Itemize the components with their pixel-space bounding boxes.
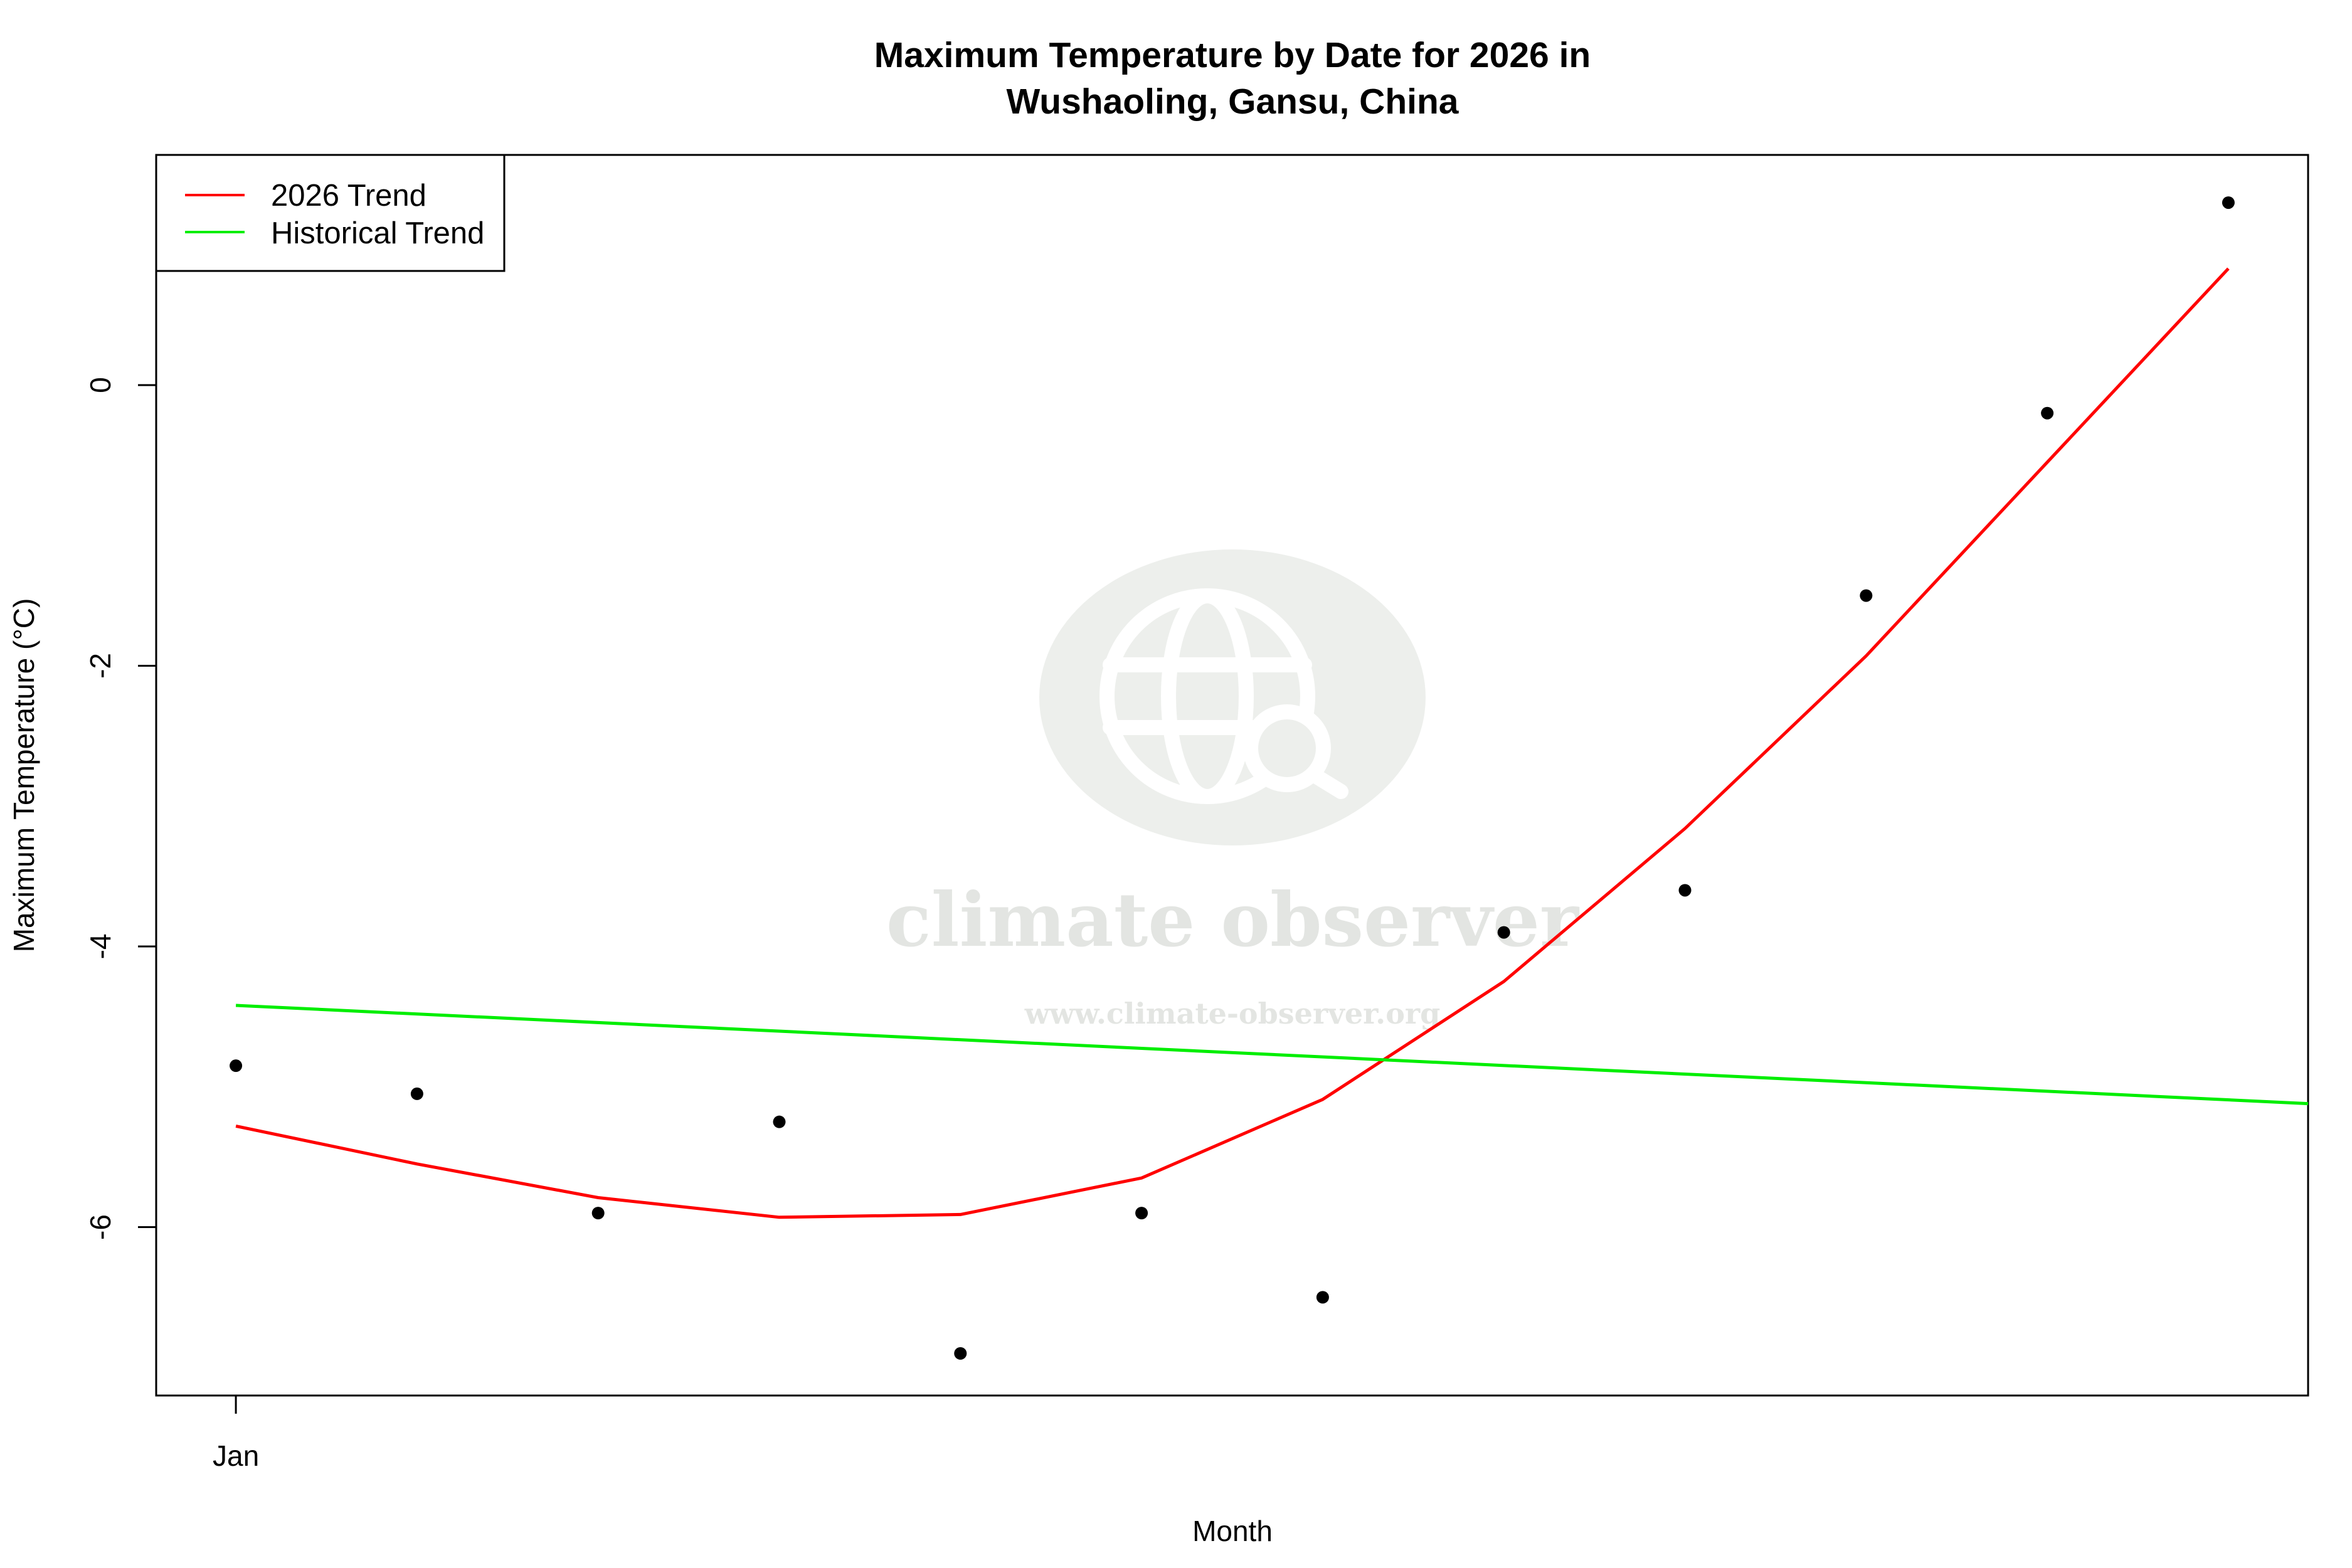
x-axis: Jan bbox=[213, 1396, 259, 1472]
data-point bbox=[1860, 589, 1873, 602]
y-tick-label: -2 bbox=[84, 653, 117, 679]
series-line-2026-trend bbox=[235, 267, 2230, 1219]
data-point bbox=[591, 1207, 605, 1220]
series-layer bbox=[235, 267, 2309, 1219]
data-point bbox=[1678, 884, 1692, 897]
x-tick-label: Jan bbox=[213, 1439, 259, 1472]
data-point bbox=[230, 1059, 243, 1073]
data-point bbox=[1316, 1291, 1329, 1304]
data-point bbox=[1135, 1207, 1148, 1220]
data-point bbox=[2041, 406, 2054, 420]
watermark: climate observer www.climate-observer.or… bbox=[886, 549, 1580, 1030]
legend-label-historical-trend: Historical Trend bbox=[271, 216, 484, 250]
watermark-name: climate observer bbox=[886, 876, 1580, 963]
y-axis: 0 -2 -4 -6 bbox=[84, 377, 156, 1240]
legend: 2026 Trend Historical Trend bbox=[155, 154, 506, 272]
y-tick-label: 0 bbox=[84, 377, 117, 393]
data-point bbox=[410, 1087, 423, 1100]
globe-search-icon bbox=[1099, 588, 1348, 804]
chart-title-line1: Maximum Temperature by Date for 2026 in bbox=[874, 35, 1591, 75]
points-layer bbox=[230, 196, 2235, 1360]
watermark-url: www.climate-observer.org bbox=[1024, 997, 1441, 1030]
y-tick-label: -4 bbox=[84, 934, 117, 960]
data-point bbox=[954, 1347, 967, 1360]
y-tick-label: -6 bbox=[84, 1214, 117, 1240]
legend-label-2026-trend: 2026 Trend bbox=[271, 179, 426, 213]
chart-title-line2: Wushaoling, Gansu, China bbox=[1007, 82, 1459, 122]
data-point bbox=[2222, 196, 2235, 209]
y-axis-label: Maximum Temperature (°C) bbox=[8, 598, 40, 953]
series-line-historical-trend bbox=[235, 1004, 2309, 1106]
legend-box bbox=[155, 154, 506, 272]
data-point bbox=[1497, 926, 1510, 939]
x-axis-label: Month bbox=[1192, 1515, 1273, 1547]
data-point bbox=[773, 1115, 786, 1128]
plot-frame bbox=[155, 154, 2309, 1397]
